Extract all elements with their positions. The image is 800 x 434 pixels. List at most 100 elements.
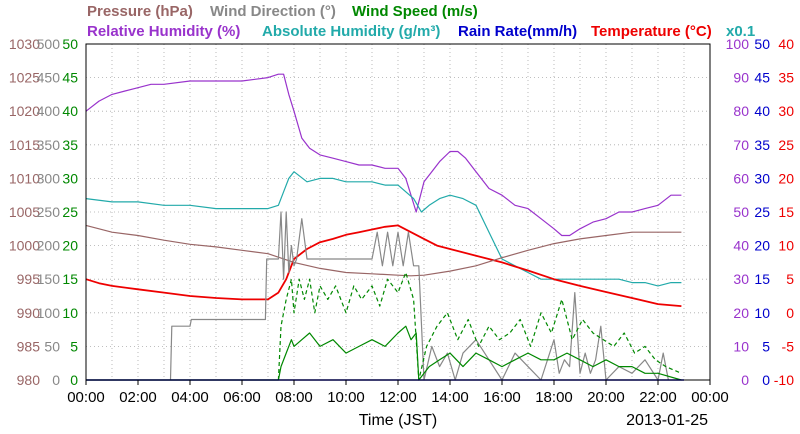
tick-wind-dir: 250: [37, 204, 61, 220]
tick-rh: 30: [733, 271, 749, 287]
tick-rain: 50: [754, 36, 770, 52]
series-line-gust: [277, 271, 682, 381]
series-line-pressure: [85, 224, 682, 277]
tick-pressure: 1000: [9, 238, 40, 254]
legend-rh: Relative Humidity (%): [87, 23, 240, 40]
tick-temp: 5: [786, 271, 794, 287]
right-axes: 1009080706050403020100504540353025201510…: [726, 36, 795, 388]
tick-wind-dir: 150: [37, 271, 61, 287]
tick-rh: 90: [733, 70, 749, 86]
tick-rh: 20: [733, 305, 749, 321]
legend-pressure: Pressure (hPa): [87, 3, 193, 20]
series-group: [85, 73, 684, 381]
x-tick-label: 14:00: [431, 389, 469, 406]
tick-wind-speed: 20: [62, 238, 78, 254]
legend-temp: Temperature (°C): [591, 23, 712, 40]
tick-wind-speed: 50: [62, 36, 78, 52]
x-tick-label: 20:00: [587, 389, 625, 406]
tick-temp: 20: [778, 170, 794, 186]
tick-wind-dir: 100: [37, 305, 61, 321]
tick-wind-dir: 350: [37, 137, 61, 153]
tick-wind-speed: 5: [70, 338, 78, 354]
series-line-wind-dir: [169, 211, 669, 381]
legend-wind-speed: Wind Speed (m/s): [352, 3, 478, 20]
x-tick-label: 10:00: [327, 389, 365, 406]
x-axis-ticks: 00:00 02:00 04:00 06:00 08:00 10:00 12:00 14:00…: [67, 380, 729, 406]
tick-temp: 30: [778, 103, 794, 119]
series-line-temp: [85, 224, 682, 307]
tick-rh: 70: [733, 137, 749, 153]
tick-rain: 25: [754, 204, 770, 220]
tick-pressure: 985: [17, 338, 41, 354]
tick-temp: 40: [778, 36, 794, 52]
tick-wind-speed: 45: [62, 70, 78, 86]
x-tick-label: 04:00: [171, 389, 209, 406]
legend-row-2: Relative Humidity (%) Absolute Humidity (…: [87, 23, 755, 40]
tick-temp: -5: [782, 338, 795, 354]
tick-rain: 5: [762, 338, 770, 354]
tick-wind-dir: 300: [37, 170, 61, 186]
tick-temp: 15: [778, 204, 794, 220]
tick-wind-speed: 0: [70, 372, 78, 388]
tick-rain: 15: [754, 271, 770, 287]
tick-wind-dir: 0: [52, 372, 60, 388]
x-tick-label: 02:00: [119, 389, 157, 406]
x-tick-label: 08:00: [275, 389, 313, 406]
series-line-ah: [85, 171, 682, 287]
tick-rh: 100: [726, 36, 750, 52]
tick-temp: 25: [778, 137, 794, 153]
tick-wind-speed: 15: [62, 271, 78, 287]
legend: Pressure (hPa) Wind Direction (°) Wind Spe…: [87, 3, 755, 40]
tick-pressure: 1015: [9, 137, 40, 153]
tick-pressure: 1005: [9, 204, 40, 220]
date-label: 2013-01-25: [626, 412, 708, 429]
tick-temp: -10: [774, 372, 794, 388]
tick-pressure: 990: [17, 305, 41, 321]
tick-wind-dir: 500: [37, 36, 61, 52]
x-tick-label: 00:00: [691, 389, 729, 406]
tick-pressure: 1010: [9, 170, 40, 186]
tick-wind-speed: 10: [62, 305, 78, 321]
tick-temp: 35: [778, 70, 794, 86]
tick-pressure: 1025: [9, 70, 40, 86]
x-tick-label: 06:00: [223, 389, 261, 406]
tick-rain: 30: [754, 170, 770, 186]
tick-rain: 20: [754, 238, 770, 254]
tick-wind-speed: 30: [62, 170, 78, 186]
legend-x01: x0.1: [726, 23, 755, 40]
series-line-wind-speed: [86, 325, 682, 381]
x-tick-label: 16:00: [483, 389, 521, 406]
tick-wind-speed: 35: [62, 137, 78, 153]
tick-rain: 45: [754, 70, 770, 86]
tick-pressure: 980: [17, 372, 41, 388]
tick-temp: 0: [786, 305, 794, 321]
x-tick-label: 00:00: [67, 389, 105, 406]
left-axes: 1030102510201015101010051000995990985980…: [9, 36, 78, 388]
tick-wind-dir: 400: [37, 103, 61, 119]
x-tick-label: 18:00: [535, 389, 573, 406]
legend-ah: Absolute Humidity (g/m³): [262, 23, 440, 40]
tick-rain: 0: [762, 372, 770, 388]
tick-rain: 40: [754, 103, 770, 119]
tick-rh: 0: [741, 372, 749, 388]
tick-wind-dir: 50: [44, 338, 60, 354]
tick-wind-speed: 40: [62, 103, 78, 119]
tick-pressure: 1020: [9, 103, 40, 119]
legend-wind-dir: Wind Direction (°): [210, 3, 336, 20]
legend-row-1: Pressure (hPa) Wind Direction (°) Wind Spe…: [87, 3, 478, 20]
tick-rh: 40: [733, 238, 749, 254]
tick-wind-speed: 25: [62, 204, 78, 220]
x-tick-label: 12:00: [379, 389, 417, 406]
x-tick-label: 22:00: [639, 389, 677, 406]
tick-rh: 80: [733, 103, 749, 119]
tick-rh: 60: [733, 170, 749, 186]
tick-rh: 50: [733, 204, 749, 220]
tick-pressure: 995: [17, 271, 41, 287]
tick-rh: 10: [733, 338, 749, 354]
grid: [86, 44, 710, 380]
tick-wind-dir: 450: [37, 70, 61, 86]
series-line-rh: [85, 73, 682, 237]
tick-wind-dir: 200: [37, 238, 61, 254]
tick-rain: 35: [754, 137, 770, 153]
